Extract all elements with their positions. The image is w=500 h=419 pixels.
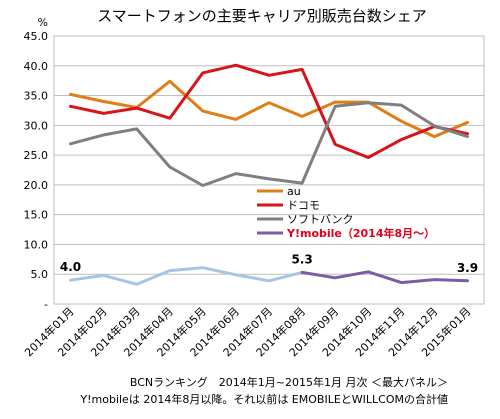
gridlines <box>53 35 485 305</box>
data-label: 5.3 <box>291 252 312 266</box>
y-tick-label: 35.0 <box>24 90 49 103</box>
chart-title: スマートフォンの主要キャリア別販売台数シェア <box>97 7 427 25</box>
y-tick-label: 25.0 <box>24 149 49 162</box>
y-tick-label: 30.0 <box>24 119 49 132</box>
legend-label: ソフトバンク <box>287 213 354 226</box>
y-tick-label: 40.0 <box>24 60 49 73</box>
y-tick-label: 45.0 <box>24 30 49 43</box>
data-label: 3.9 <box>457 261 478 275</box>
source-notes: BCNランキング 2014年1月~2015年1月 月次 ＜最大パネル＞ Y!mob… <box>79 375 448 406</box>
y-axis-ticks: - 5.0 10.0 15.0 20.0 25.0 30.0 35.0 40.0 45.0 <box>24 30 49 311</box>
y-tick-label: - <box>44 298 48 311</box>
y-tick-label: 20.0 <box>24 179 49 192</box>
y-tick-label: 5.0 <box>31 268 49 281</box>
series-lines <box>69 63 469 286</box>
legend-label: Y!mobile（2014年8月～） <box>286 226 435 240</box>
series-line-softbank <box>69 101 469 187</box>
y-tick-label: 15.0 <box>24 209 49 222</box>
x-axis-ticks: 2014年01月2014年02月2014年03月2014年04月2014年05月… <box>22 304 474 359</box>
source-note: Y!mobileは 2014年8月以降。それ以前は EMOBILEとWILLCO… <box>79 392 448 406</box>
series-line-ymobile <box>300 270 469 285</box>
data-labels: 4.0 5.3 3.9 <box>60 252 478 274</box>
series-line-docomo <box>69 63 469 159</box>
y-tick-label: 10.0 <box>24 238 49 251</box>
data-label: 4.0 <box>60 260 81 274</box>
legend-label: ドコモ <box>287 199 320 212</box>
source-note: BCNランキング 2014年1月~2015年1月 月次 ＜最大パネル＞ <box>130 375 448 389</box>
y-axis-unit: % <box>38 16 48 29</box>
series-line-emobile <box>69 266 304 286</box>
legend-label: au <box>287 185 301 198</box>
